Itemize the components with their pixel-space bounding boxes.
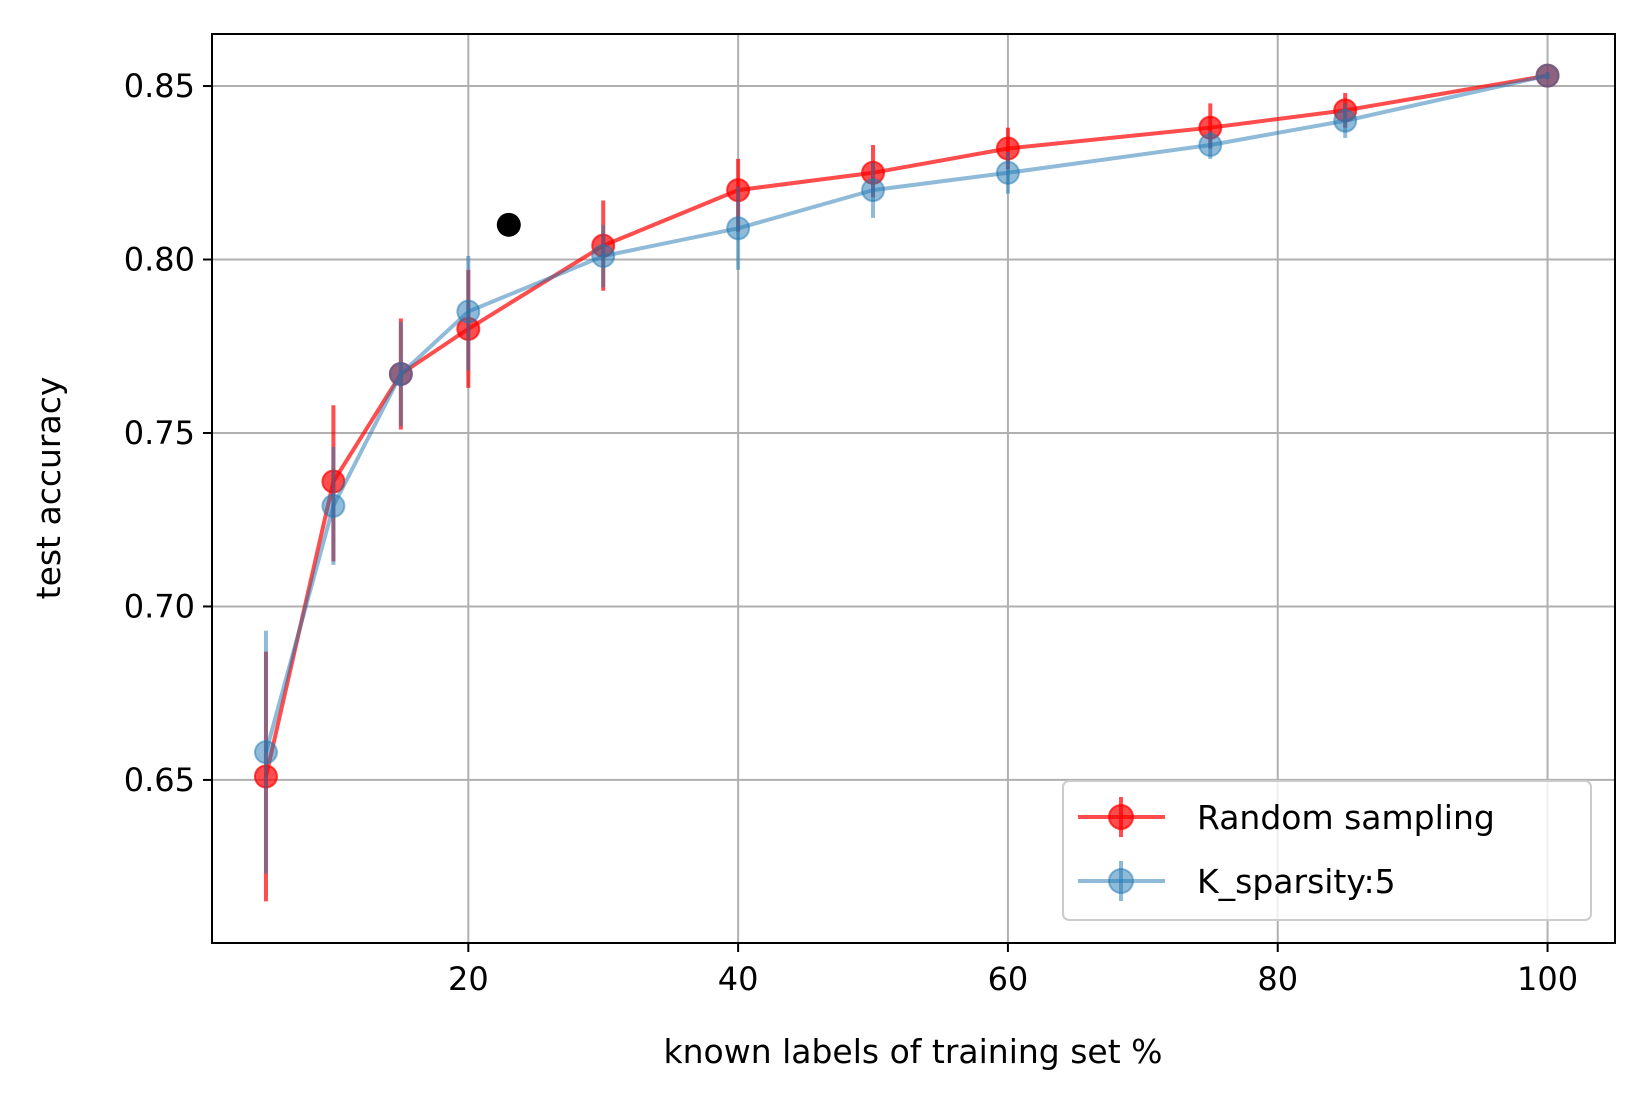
y-tick-label: 0.80 [124, 241, 195, 279]
x-tick-label: 40 [718, 960, 759, 998]
data-point-k-sparsity-5 [388, 362, 413, 387]
legend-marker-random-sampling [1108, 804, 1134, 830]
x-tick-label: 20 [448, 960, 489, 998]
data-point-k-sparsity-5 [726, 216, 751, 241]
legend-box [1062, 780, 1592, 921]
y-tick-label: 0.85 [124, 67, 195, 105]
legend: Random sampling K_sparsity:5 [1062, 780, 1592, 921]
data-point-k-sparsity-5 [456, 299, 481, 324]
legend-marker-k-sparsity [1108, 868, 1134, 894]
x-axis-label: known labels of training set % [663, 1032, 1162, 1071]
data-point-k-sparsity-5 [1333, 108, 1358, 133]
data-point-k-sparsity-5 [1535, 63, 1560, 88]
legend-label-random-sampling: Random sampling [1197, 798, 1495, 837]
legend-entry-random-sampling: Random sampling [1078, 797, 1495, 837]
data-point-k-sparsity-5 [321, 493, 346, 518]
data-point-k-sparsity-5 [591, 244, 616, 269]
data-point-k-sparsity-5 [253, 740, 278, 765]
ticks: 20 40 60 80 100 0.65 0.70 0.75 0.80 0.85 [124, 67, 1578, 998]
x-tick-label: 60 [988, 960, 1029, 998]
y-tick-label: 0.70 [124, 587, 195, 625]
x-tick-label: 100 [1517, 960, 1578, 998]
series-k-sparsity-5 [253, 63, 1560, 874]
data-point-k-sparsity-5 [1198, 133, 1223, 158]
series-layer [253, 63, 1560, 902]
data-point-k-sparsity-5 [861, 178, 886, 203]
y-tick-label: 0.75 [124, 414, 195, 452]
legend-label-k-sparsity: K_sparsity:5 [1197, 862, 1396, 901]
x-tick-label: 80 [1257, 960, 1298, 998]
extra-data-point [496, 212, 521, 237]
y-axis-label: test accuracy [29, 377, 68, 600]
data-point-k-sparsity-5 [995, 160, 1020, 185]
legend-entry-k-sparsity: K_sparsity:5 [1078, 861, 1396, 901]
plot-frame [211, 33, 1616, 944]
y-tick-label: 0.65 [124, 761, 195, 799]
